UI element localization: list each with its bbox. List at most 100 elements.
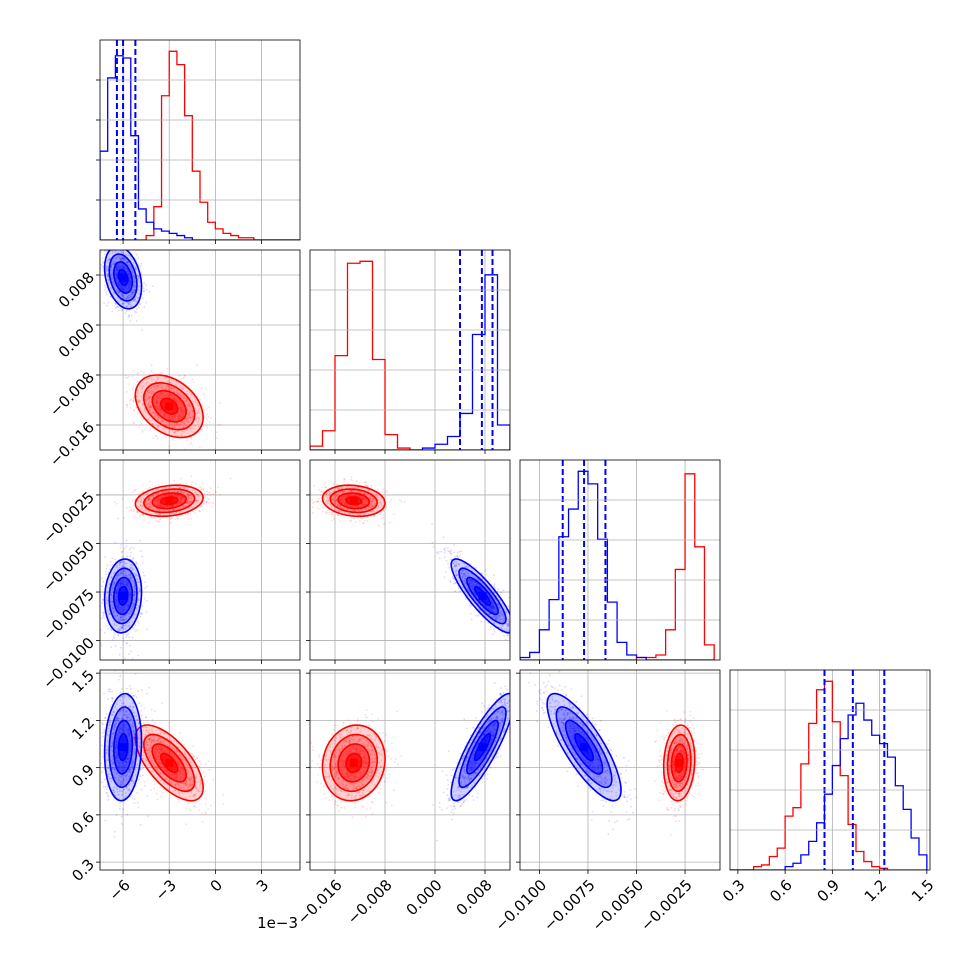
scatter-point [135,300,138,303]
scatter-point [389,501,391,503]
scatter-point [123,288,125,291]
scatter-point [180,416,183,419]
scatter-point [168,394,171,397]
scatter-point [128,399,131,402]
scatter-point [155,488,158,491]
scatter-point [140,422,143,425]
scatter-point [165,505,168,508]
scatter-point [114,250,117,253]
scatter-point [112,282,114,284]
scatter-point [121,289,124,291]
scatter-point [179,497,182,499]
scatter-point [167,416,170,419]
scatter-point [130,267,133,270]
scatter-point [156,397,159,400]
scatter-point [190,442,192,444]
scatter-point [180,490,182,492]
scatter-point [112,280,114,283]
scatter-point [141,403,144,406]
scatter-point [97,621,99,623]
scatter-point [173,398,176,401]
scatter-point [123,266,125,269]
scatter-point [179,406,182,408]
scatter-point [156,400,158,403]
scatter-point [131,292,134,294]
scatter-point [114,595,117,598]
scatter-point [144,502,147,505]
scatter-point [102,613,105,616]
scatter-point [169,521,172,524]
scatter-point [186,390,189,393]
scatter-point [125,635,128,638]
scatter-point [128,275,131,278]
scatter-point [161,496,163,499]
scatter-point [135,311,138,314]
scatter-point [128,277,131,280]
scatter-point [111,310,114,313]
scatter-point [133,280,135,283]
scatter-point [198,510,201,513]
scatter-point [148,498,150,501]
scatter-point [116,269,119,271]
scatter-point [166,490,169,493]
scatter-point [343,478,346,481]
scatter-point [180,498,183,501]
density-peak [119,273,128,282]
scatter-point [156,384,159,387]
scatter-point [127,273,130,275]
scatter-point [166,505,169,508]
scatter-point [137,263,140,266]
scatter-point [119,259,122,261]
scatter-point [100,617,103,619]
scatter-point [167,494,170,497]
scatter-point [173,509,176,512]
scatter-point [136,511,139,513]
scatter-point [123,257,126,259]
scatter-point [148,389,150,391]
scatter-point [311,499,314,501]
scatter-point [130,508,133,510]
scatter-point [141,612,143,614]
scatter-point [115,272,117,274]
scatter-point [168,380,170,383]
scatter-point [173,431,175,434]
scatter-point [124,288,127,291]
scatter-point [138,506,141,509]
scatter-point [132,283,135,286]
scatter-point [178,418,181,421]
scatter-point [154,502,156,504]
scatter-point [173,390,175,393]
scatter-point [163,414,166,417]
scatter-point [127,254,130,257]
scatter-point [193,396,196,399]
scatter-point [102,598,104,601]
scatter-point [179,502,182,505]
scatter-point [128,265,131,267]
scatter-point [191,490,194,492]
scatter-point [162,490,164,493]
scatter-point [153,402,155,405]
scatter-point [184,513,187,516]
scatter-point [197,495,200,498]
scatter-point [190,500,193,503]
scatter-point [114,633,116,636]
scatter-point [182,497,185,499]
scatter-point [129,407,132,409]
scatter-point [166,367,169,370]
scatter-point [132,386,134,389]
scatter-point [156,399,158,401]
scatter-point [119,285,122,288]
scatter-point [131,291,134,294]
scatter-point [145,398,147,401]
scatter-point [143,519,145,522]
scatter-point [101,274,103,276]
scatter-point [188,501,191,504]
scatter-point [179,410,182,413]
scatter-point [133,422,135,424]
scatter-point [121,293,123,296]
scatter-point [177,434,180,437]
scatter-point [206,500,209,503]
scatter-point [356,480,358,482]
scatter-point [168,445,171,448]
scatter-point [157,385,159,388]
